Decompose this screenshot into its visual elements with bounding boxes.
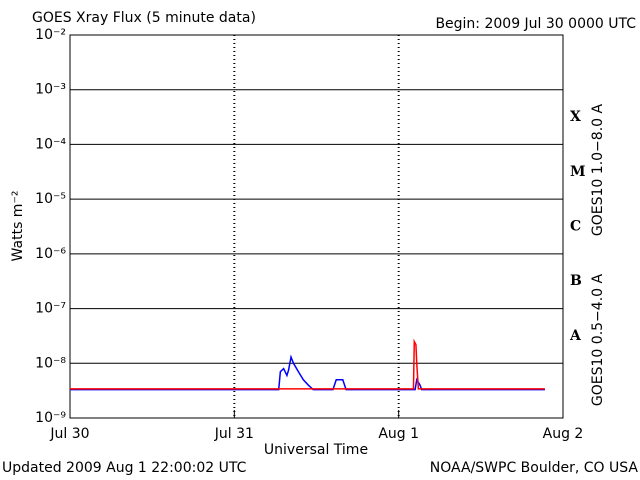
flare-class: B bbox=[570, 273, 582, 289]
legend-label: GOES10 1.0−8.0 A bbox=[590, 104, 606, 237]
footer-right: NOAA/SWPC Boulder, CO USA bbox=[430, 460, 639, 476]
y-tick-label: 10⁻⁶ bbox=[35, 246, 66, 262]
chart-subtitle: Begin: 2009 Jul 30 0000 UTC bbox=[435, 16, 636, 32]
chart-title: GOES Xray Flux (5 minute data) bbox=[32, 10, 256, 26]
x-axis-label: Universal Time bbox=[264, 442, 368, 458]
footer-left: Updated 2009 Aug 1 22:00:02 UTC bbox=[2, 460, 247, 476]
y-tick-label: 10⁻⁵ bbox=[35, 191, 66, 207]
x-tick-label: Jul 31 bbox=[214, 426, 254, 442]
legend-label: GOES10 0.5−4.0 A bbox=[590, 274, 606, 407]
x-tick-label: Jul 30 bbox=[49, 426, 89, 442]
flare-class: C bbox=[570, 219, 581, 235]
y-tick-label: 10⁻⁷ bbox=[35, 301, 66, 317]
flare-class: A bbox=[569, 328, 582, 344]
y-tick-label: 10⁻² bbox=[35, 27, 66, 43]
x-tick-label: Aug 2 bbox=[543, 426, 584, 442]
plot-frame bbox=[69, 34, 564, 419]
y-axis-label: Watts m⁻² bbox=[10, 191, 26, 262]
flare-class: M bbox=[570, 164, 586, 180]
y-tick-label: 10⁻⁴ bbox=[35, 136, 66, 152]
y-tick-label: 10⁻⁸ bbox=[35, 355, 66, 371]
y-tick-label: 10⁻⁹ bbox=[35, 410, 66, 426]
series-line bbox=[70, 338, 545, 390]
series-line bbox=[70, 354, 545, 391]
x-tick-label: Aug 1 bbox=[378, 426, 419, 442]
flare-class: X bbox=[570, 109, 581, 125]
y-tick-label: 10⁻³ bbox=[35, 82, 66, 98]
